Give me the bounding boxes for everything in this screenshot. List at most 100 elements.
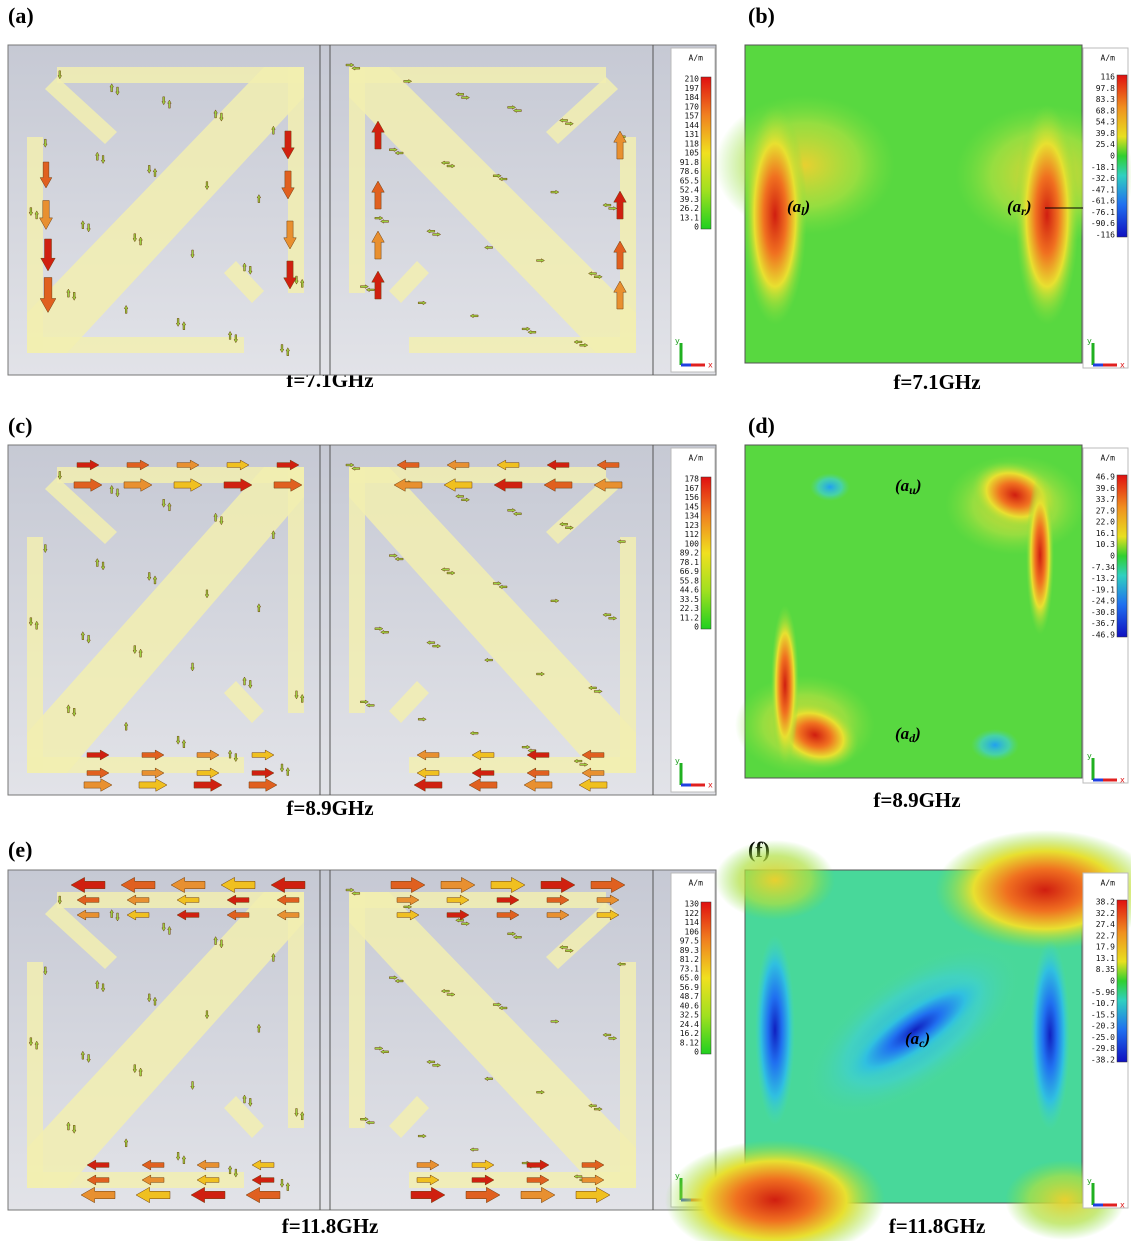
axis-x-label: x (708, 361, 713, 370)
colorbar-tick-label: 114 (685, 918, 700, 927)
colorbar-tick-label: 39.3 (680, 195, 699, 204)
field-blob (971, 729, 1019, 761)
field-blob (715, 840, 835, 920)
panel-label: (e) (8, 837, 32, 862)
colorbar-unit: A/m (689, 454, 704, 463)
field-blob (1030, 940, 1070, 1130)
colorbar-tick-label: 144 (685, 121, 700, 130)
annotation: (ad) (895, 724, 921, 745)
colorbar-tick-label: 78.6 (680, 167, 699, 176)
panel-caption: f=11.8GHz (889, 1214, 986, 1238)
colorbar-tick-label: 55.8 (680, 576, 699, 585)
panel-caption: f=8.9GHz (873, 788, 960, 812)
colorbar (1117, 75, 1127, 237)
colorbar-tick-label: 52.4 (680, 186, 699, 195)
colorbar-tick-label: 81.2 (680, 955, 699, 964)
annotation: (ac) (905, 1029, 930, 1050)
colorbar-tick-label: 10.3 (1096, 540, 1115, 549)
colorbar-tick-label: 24.4 (680, 1020, 699, 1029)
colorbar-tick-label: 39.8 (1096, 129, 1115, 138)
colorbar-tick-label: 118 (685, 139, 700, 148)
colorbar-tick-label: 0 (694, 223, 699, 232)
colorbar-unit: A/m (1101, 54, 1116, 63)
colorbar-tick-label: -38.2 (1091, 1056, 1115, 1065)
colorbar-unit: A/m (689, 879, 704, 888)
annotation-suffix: ) (1024, 197, 1032, 216)
colorbar-tick-label: 8.12 (680, 1038, 699, 1047)
colorbar-tick-label: 65.5 (680, 176, 699, 185)
colorbar-tick-label: 66.9 (680, 567, 699, 576)
colorbar-tick-label: -30.8 (1091, 608, 1115, 617)
colorbar-tick-label: 184 (685, 93, 700, 102)
panel-label: (a) (8, 3, 34, 28)
panel-label: (c) (8, 413, 32, 438)
colorbar-tick-label: 157 (685, 112, 700, 121)
colorbar-tick-label: 123 (685, 521, 700, 530)
colorbar-tick-label: 197 (685, 84, 700, 93)
colorbar-tick-label: 0 (1110, 977, 1115, 986)
colorbar (701, 477, 711, 629)
colorbar-tick-label: 73.1 (680, 964, 699, 973)
colorbar (701, 902, 711, 1054)
colorbar-tick-label: 32.2 (1096, 909, 1115, 918)
field-blob (771, 605, 799, 765)
colorbar-tick-label: -46.9 (1091, 631, 1115, 640)
annotation: (au) (895, 476, 922, 497)
colorbar-tick-label: -32.6 (1091, 174, 1115, 183)
panel-caption: f=8.9GHz (286, 796, 373, 820)
colorbar-tick-label: 16.1 (1096, 529, 1115, 538)
annotation: (ar) (1007, 197, 1032, 218)
colorbar-tick-label: 178 (685, 475, 700, 484)
colorbar-tick-label: 167 (685, 484, 700, 493)
axis-y-label: y (675, 757, 680, 766)
colorbar-tick-label: 156 (685, 493, 700, 502)
colorbar-tick-label: 54.3 (1096, 118, 1115, 127)
colorbar-tick-label: -25.0 (1091, 1033, 1115, 1042)
colorbar-tick-label: 0 (694, 1048, 699, 1057)
colorbar-tick-label: 65.0 (680, 974, 699, 983)
colorbar-unit: A/m (689, 54, 704, 63)
colorbar-tick-label: 48.7 (680, 992, 699, 1001)
annotation-prefix: (a (787, 197, 802, 216)
colorbar-tick-label: 46.9 (1096, 473, 1115, 482)
colorbar-tick-label: 83.3 (1096, 95, 1115, 104)
colorbar-tick-label: 33.7 (1096, 495, 1115, 504)
colorbar-tick-label: -29.8 (1091, 1044, 1115, 1053)
field-blob (755, 935, 795, 1125)
colorbar-tick-label: -7.34 (1091, 563, 1115, 572)
colorbar-tick-label: 27.9 (1096, 506, 1115, 515)
annotation-suffix: ) (914, 476, 922, 495)
colorbar-tick-label: 105 (685, 149, 700, 158)
panel-label: (d) (748, 413, 775, 438)
axis-y-label: y (675, 337, 680, 346)
axis-x-label: x (1120, 776, 1125, 785)
colorbar-tick-label: -116 (1096, 231, 1115, 240)
colorbar-tick-label: -15.5 (1091, 1010, 1115, 1019)
axis-x-label: x (1120, 1201, 1125, 1210)
annotation-suffix: ) (923, 1029, 931, 1048)
colorbar-tick-label: 97.8 (1096, 84, 1115, 93)
colorbar-tick-label: -61.6 (1091, 197, 1115, 206)
colorbar-tick-label: 16.2 (680, 1029, 699, 1038)
colorbar-tick-label: 131 (685, 130, 700, 139)
colorbar-tick-label: 91.8 (680, 158, 699, 167)
annotation-suffix: ) (803, 197, 811, 216)
colorbar-tick-label: 22.3 (680, 604, 699, 613)
colorbar (1117, 475, 1127, 637)
colorbar-tick-label: 106 (685, 927, 700, 936)
annotation-prefix: (a (905, 1029, 920, 1048)
figure: (a)f=7.1GHzA/m21019718417015714413111810… (0, 0, 1131, 1241)
field-blob (810, 473, 850, 501)
colorbar-tick-label: 11.2 (680, 613, 699, 622)
colorbar-tick-label: -36.7 (1091, 619, 1115, 628)
annotation-prefix: (a (895, 724, 910, 743)
colorbar-tick-label: 39.6 (1096, 484, 1115, 493)
colorbar-tick-label: 40.6 (680, 1001, 699, 1010)
colorbar-tick-label: 17.9 (1096, 943, 1115, 952)
colorbar-tick-label: 68.8 (1096, 106, 1115, 115)
colorbar-tick-label: 0 (694, 623, 699, 632)
axis-x-label: x (708, 781, 713, 790)
colorbar-tick-label: 22.0 (1096, 518, 1115, 527)
colorbar-tick-label: 112 (685, 530, 700, 539)
colorbar-tick-label: -5.96 (1091, 988, 1115, 997)
